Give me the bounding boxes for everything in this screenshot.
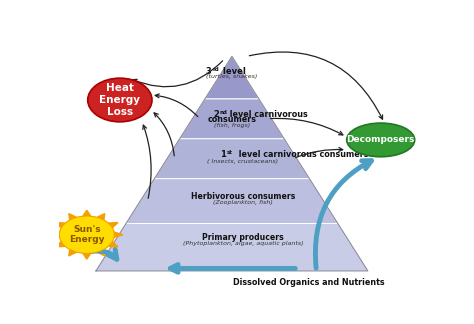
Ellipse shape (346, 123, 415, 157)
Text: 3: 3 (206, 67, 212, 76)
Circle shape (59, 216, 114, 253)
Text: level carnivorous consumers: level carnivorous consumers (236, 150, 368, 159)
Text: consumers: consumers (208, 115, 256, 124)
Polygon shape (114, 232, 123, 237)
Text: Heat
Energy
Loss: Heat Energy Loss (100, 83, 140, 117)
Polygon shape (205, 56, 259, 99)
Text: ( Insects, crustaceans): ( Insects, crustaceans) (207, 159, 279, 164)
Text: nd: nd (219, 110, 228, 115)
Polygon shape (69, 249, 77, 256)
Polygon shape (51, 232, 60, 237)
Text: Herbivorous consumers: Herbivorous consumers (191, 191, 295, 201)
Polygon shape (83, 253, 91, 259)
Polygon shape (96, 224, 368, 271)
Polygon shape (83, 210, 91, 216)
Ellipse shape (88, 78, 152, 122)
Polygon shape (97, 214, 105, 220)
Text: Sun's
Energy: Sun's Energy (69, 225, 105, 244)
Text: (Phytoplankton, algae, aquatic plants): (Phytoplankton, algae, aquatic plants) (182, 241, 303, 247)
Text: st: st (227, 150, 233, 156)
Text: Primary producers: Primary producers (202, 233, 284, 242)
Text: (fish, frogs): (fish, frogs) (214, 123, 250, 128)
Polygon shape (69, 214, 77, 220)
Polygon shape (97, 249, 105, 256)
Text: Decomposers: Decomposers (346, 135, 415, 145)
Polygon shape (55, 242, 65, 247)
Polygon shape (109, 223, 118, 228)
Polygon shape (180, 99, 284, 139)
Text: level carnivorous: level carnivorous (228, 110, 308, 119)
Text: rd: rd (212, 66, 219, 72)
Polygon shape (55, 223, 65, 228)
Polygon shape (155, 139, 310, 179)
Polygon shape (126, 179, 338, 224)
Text: (Zooplankton, fish): (Zooplankton, fish) (213, 200, 273, 205)
Text: 2: 2 (213, 110, 219, 119)
Text: (turtles, snakes): (turtles, snakes) (206, 74, 257, 79)
Text: 1: 1 (220, 150, 227, 159)
Text: Dissolved Organics and Nutrients: Dissolved Organics and Nutrients (233, 278, 385, 287)
Polygon shape (109, 242, 118, 247)
Text: level: level (220, 67, 246, 76)
